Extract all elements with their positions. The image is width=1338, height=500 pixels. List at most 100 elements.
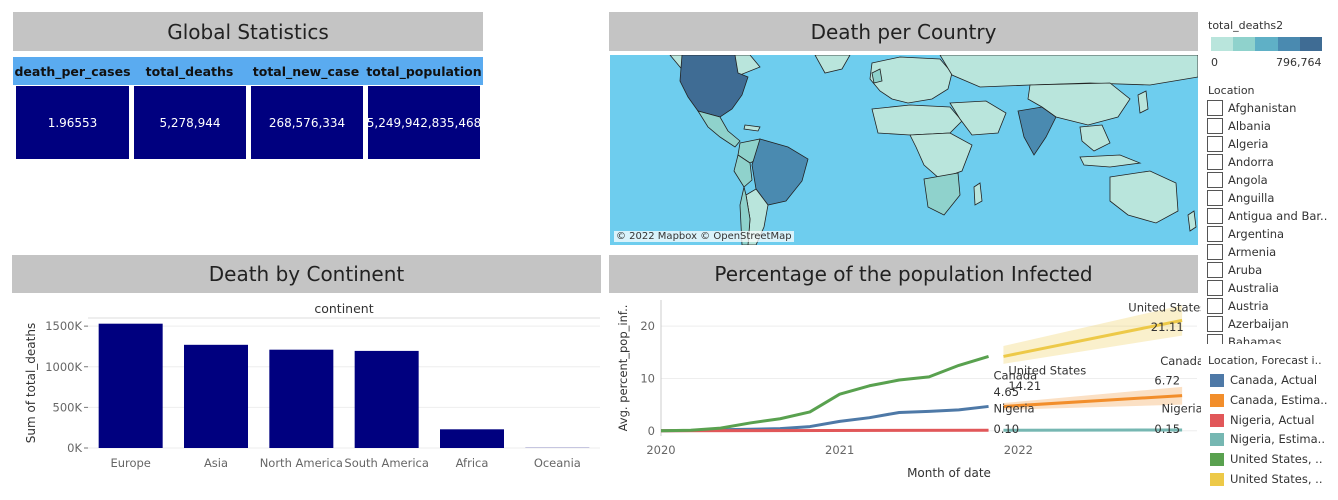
kpi-header-death-per-cases[interactable]: death_per_cases [13,57,132,85]
location-filter-label: Argentina [1228,227,1285,241]
checkbox[interactable] [1207,226,1223,242]
forecast-legend-title: Location, Forecast i.. [1208,354,1322,367]
location-filter-item[interactable]: Algeria [1207,136,1338,154]
x-axis-label: Month of date [907,466,991,480]
forecast-legend-label: Nigeria, Actual [1230,412,1315,427]
kpi-value-death-per-cases[interactable]: 1.96553 [16,86,129,159]
location-filter-item[interactable]: Azerbaijan [1207,316,1338,334]
bar[interactable] [184,344,248,448]
x-tick-label: 2021 [825,443,854,457]
map-region-madagascar [973,182,983,206]
location-filter-item[interactable]: Armenia [1207,244,1338,262]
map-region-india [1017,106,1057,156]
checkbox[interactable] [1207,208,1223,224]
mark-label: Canada [1160,354,1201,368]
bar[interactable] [440,429,504,448]
forecast-legend-item[interactable]: Nigeria, Actual [1210,411,1338,429]
forecast-legend-item[interactable]: Canada, Actual [1210,371,1338,389]
map-region-uk [871,68,883,84]
y-tick-label: 20 [640,319,655,333]
checkbox[interactable] [1207,172,1223,188]
mark-label: 21.11 [1151,320,1184,334]
x-tick-label: 2022 [1004,443,1033,457]
checkbox[interactable] [1207,190,1223,206]
location-filter-item[interactable]: Angola [1207,172,1338,190]
location-filter-item[interactable]: Andorra [1207,154,1338,172]
bar[interactable] [98,323,163,448]
kpi-value-total-deaths[interactable]: 5,278,944 [134,86,246,159]
map-region-greenland [814,55,851,74]
location-filter-label: Azerbaijan [1228,317,1289,331]
legend-swatch [1210,393,1224,407]
series-line[interactable] [660,355,989,433]
location-filter-label: Aruba [1228,263,1263,277]
mark-label: United States [1128,301,1201,315]
location-filter-item[interactable]: Anguilla [1207,190,1338,208]
checkbox[interactable] [1207,280,1223,296]
kpi-value-total-population[interactable]: 5,249,942,835,468 [367,86,481,159]
kpi-header-total-new-case[interactable]: total_new_case [247,57,365,85]
color-legend-step [1277,37,1300,51]
checkbox[interactable] [1207,100,1223,116]
location-filter-label: Afghanistan [1228,101,1297,115]
color-legend-step [1211,37,1234,51]
series-line[interactable] [1003,394,1183,408]
map-region-indonesia [1079,154,1142,168]
kpi-header-total-deaths[interactable]: total_deaths [132,57,247,85]
bar[interactable] [354,350,419,448]
checkbox[interactable] [1207,262,1223,278]
series-line[interactable] [1003,318,1183,358]
x-tick-label: 2020 [646,443,675,457]
world-map-shapes [669,55,1198,245]
y-axis-label: Sum of total_deaths [24,323,38,443]
checkbox[interactable] [1207,154,1223,170]
checkbox[interactable] [1207,298,1223,314]
location-filter-item[interactable]: Austria [1207,298,1338,316]
legend-swatch [1210,473,1224,486]
mark-label: 0.10 [993,422,1019,436]
location-filter-item[interactable]: Antigua and Bar.. [1207,208,1338,226]
x-tick-label: Oceania [534,456,581,470]
location-filter-item[interactable]: Albania [1207,118,1338,136]
location-filter-title: Location [1208,84,1255,97]
checkbox[interactable] [1207,334,1223,344]
map-region-north-africa [871,104,963,136]
forecast-legend-item[interactable]: United States, .. [1210,470,1338,488]
location-filter-label: Armenia [1228,245,1277,259]
forecast-legend-item[interactable]: Canada, Estima.. [1210,391,1338,409]
bar[interactable] [269,349,334,448]
kpi-header-total-population[interactable]: total_population [365,57,483,85]
mark-label: Nigeria [1162,401,1201,415]
kpi-value-total-new-case[interactable]: 268,576,334 [251,86,363,159]
checkbox[interactable] [1207,136,1223,152]
location-filter-item[interactable]: Argentina [1207,226,1338,244]
population-infected-title: Percentage of the population Infected [609,255,1198,293]
location-filter-item[interactable]: Australia [1207,280,1338,298]
forecast-legend-item[interactable]: Nigeria, Estima.. [1210,430,1338,448]
x-tick-label: Africa [456,456,489,470]
location-filter-list[interactable]: Afghanistan Albania Algeria Andorra Angola An… [1207,100,1338,344]
color-legend-max: 796,764 [1276,56,1322,69]
death-by-continent-title: Death by Continent [12,255,601,293]
map-region-new-zealand [1187,210,1197,232]
forecast-legend-item[interactable]: United States, .. [1210,450,1338,468]
checkbox[interactable] [1207,118,1223,134]
forecast-legend-label: Canada, Actual [1230,373,1318,387]
location-filter-item[interactable]: Afghanistan [1207,100,1338,118]
location-filter-label: Australia [1228,281,1279,295]
checkbox[interactable] [1207,316,1223,332]
location-filter-label: Albania [1228,119,1271,133]
color-legend-title: total_deaths2 [1208,19,1284,32]
y-tick-label: 1500K [45,319,82,333]
series-line[interactable] [660,428,989,433]
map-attribution[interactable]: © 2022 Mapbox © OpenStreetMap [614,231,794,242]
y-tick-label: 500K [53,400,83,414]
checkbox[interactable] [1207,244,1223,260]
world-map[interactable]: © 2022 Mapbox © OpenStreetMap [610,55,1198,245]
color-legend-step [1255,37,1278,51]
location-filter-item[interactable]: Bahamas [1207,334,1338,344]
color-legend-ramp [1211,37,1323,51]
forecast-legend-label: United States, .. [1230,452,1323,467]
location-filter-item[interactable]: Aruba [1207,262,1338,280]
series-line[interactable] [660,404,989,433]
